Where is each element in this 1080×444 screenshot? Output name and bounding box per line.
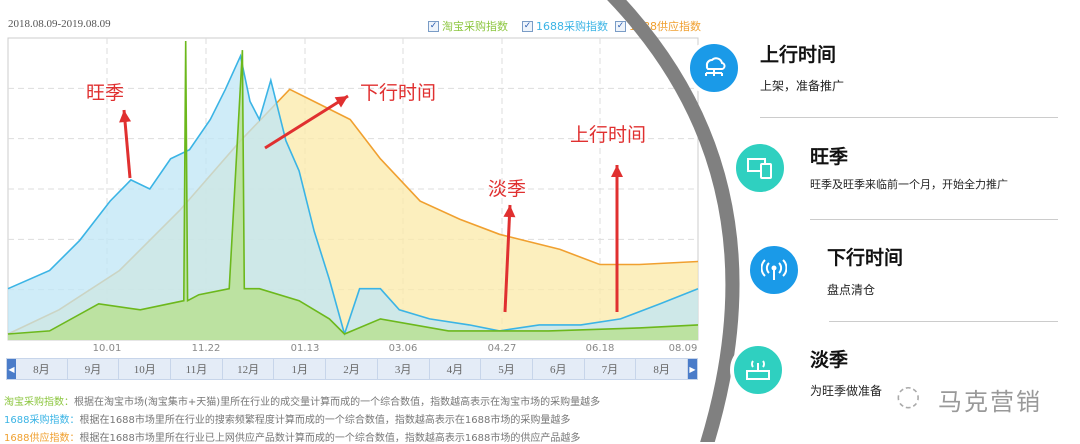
x-tick: 10.01 <box>92 343 122 354</box>
series-area <box>8 56 698 340</box>
month-1[interactable]: 1月 <box>274 359 327 379</box>
date-range: 2018.08.09-2019.08.09 <box>8 18 111 30</box>
index-chart <box>7 37 699 341</box>
legend-taobao[interactable]: ✓ 淘宝采购指数 <box>428 18 508 34</box>
divider <box>810 219 1058 220</box>
nav-left-arrow-icon[interactable]: ◀ <box>7 359 16 379</box>
legend-label: 1688采购指数 <box>536 20 608 33</box>
month-11[interactable]: 11月 <box>171 359 223 379</box>
series-line <box>7 53 699 337</box>
step-subtitle: 上架，准备推广 <box>760 79 845 93</box>
annotation-downtrend: 下行时间 <box>360 82 437 104</box>
month-6[interactable]: 6月 <box>533 359 585 379</box>
x-tick: 11.22 <box>191 343 221 354</box>
arrowhead-icon <box>503 205 516 218</box>
step-subtitle: 为旺季做准备 <box>810 384 883 398</box>
x-tick: 03.06 <box>388 343 418 354</box>
divider <box>760 117 1058 118</box>
description-1688-purchase: 1688采购指数：根据在1688市场里所在行业的搜索频繁程度计算而成的一个综合数… <box>4 415 571 426</box>
month-8-end[interactable]: 8月 <box>636 359 688 379</box>
month-8[interactable]: 8月 <box>16 359 68 379</box>
annotation-arrow <box>503 204 512 313</box>
description-1688-supply: 1688供应指数：根据在1688市场里所在行业已上网供应产品数计算而成的一个综合… <box>4 433 581 444</box>
checkbox-icon[interactable]: ✓ <box>522 20 533 32</box>
router-icon <box>730 342 786 398</box>
step-title: 上行时间 <box>760 44 837 66</box>
month-10[interactable]: 10月 <box>119 359 172 379</box>
arrowhead-icon <box>334 96 348 108</box>
divider <box>829 321 1058 322</box>
month-12[interactable]: 12月 <box>223 359 275 379</box>
step-subtitle: 盘点清仓 <box>827 283 876 297</box>
step-title: 淡季 <box>810 349 849 371</box>
step-title: 下行时间 <box>827 247 904 269</box>
arrowhead-icon <box>611 165 623 177</box>
annotation-peak-season: 旺季 <box>86 82 125 104</box>
x-tick: 01.13 <box>290 343 320 354</box>
step-subtitle: 旺季及旺季来临前一个月，开始全力推广 <box>810 178 1008 191</box>
x-tick: 08.09 <box>668 343 698 354</box>
month-7[interactable]: 7月 <box>585 359 637 379</box>
checkbox-icon[interactable]: ✓ <box>615 20 626 32</box>
annotation-arrow <box>264 94 349 150</box>
month-5[interactable]: 5月 <box>481 359 533 379</box>
description-taobao: 淘宝采购指数：根据在淘宝市场(淘宝集市+天猫)里所在行业的成交量计算而成的一个综… <box>4 397 601 408</box>
x-tick: 04.27 <box>487 343 517 354</box>
annotation-off-season: 淡季 <box>488 178 527 200</box>
x-tick: 06.18 <box>585 343 615 354</box>
month-4[interactable]: 4月 <box>430 359 482 379</box>
legend-1688-purchase[interactable]: ✓ 1688采购指数 <box>522 18 608 34</box>
month-3[interactable]: 3月 <box>378 359 430 379</box>
month-2[interactable]: 2月 <box>326 359 378 379</box>
watermark: 马克营销 <box>938 388 1042 416</box>
wechat-icon: ◌ <box>896 379 921 412</box>
cloud-network-icon <box>686 40 742 96</box>
month-9[interactable]: 9月 <box>68 359 120 379</box>
nav-right-arrow-icon[interactable]: ▶ <box>687 359 697 379</box>
time-navigator[interactable]: ◀ 8月 9月 10月 11月 12月 1月 2月 3月 4月 5月 6月 7月… <box>6 358 698 380</box>
broadcast-icon <box>746 242 802 298</box>
checkbox-icon[interactable]: ✓ <box>428 20 439 32</box>
step-title: 旺季 <box>810 146 849 168</box>
arrowhead-icon <box>119 110 132 123</box>
annotation-uptrend: 上行时间 <box>570 124 647 146</box>
legend-label: 淘宝采购指数 <box>442 20 508 33</box>
devices-icon <box>732 140 788 196</box>
series-line <box>7 40 699 335</box>
